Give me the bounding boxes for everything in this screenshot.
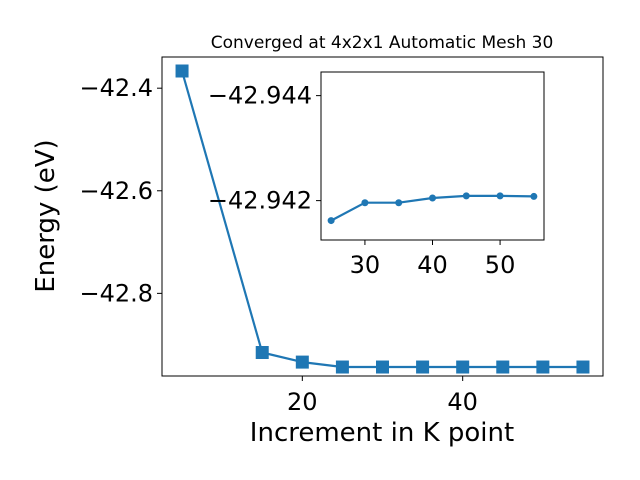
data-point	[462, 192, 470, 200]
data-point	[361, 199, 369, 207]
chart-title: Converged at 4x2x1 Automatic Mesh 30	[211, 33, 554, 53]
data-point	[395, 199, 403, 207]
data-point	[376, 360, 389, 374]
inset-series	[327, 192, 538, 225]
x-tick-label: 30	[350, 251, 381, 279]
data-point	[335, 360, 349, 374]
inset-background	[321, 72, 544, 240]
data-point	[576, 360, 590, 374]
data-point	[255, 346, 269, 360]
data-point	[456, 360, 470, 374]
y-tick-label: −42.4	[79, 74, 153, 102]
data-point	[429, 194, 436, 202]
main-series	[175, 64, 590, 374]
inset-chart: 30 40 50 −42.944 −42.942	[208, 71, 545, 279]
data-point	[496, 360, 510, 374]
data-point	[295, 355, 309, 369]
x-tick-label: 20	[287, 388, 318, 416]
data-point	[327, 217, 335, 225]
series-line	[180, 70, 583, 369]
inset-ticks: 30 40 50 −42.944 −42.942	[208, 82, 515, 279]
main-plot-frame	[161, 56, 604, 377]
x-axis-label: Increment in K point	[250, 418, 514, 448]
data-point	[530, 192, 538, 200]
x-tick-label: 40	[417, 251, 448, 279]
x-tick-label: 40	[447, 388, 478, 416]
x-tick-label: 50	[485, 251, 516, 279]
data-point	[175, 64, 189, 78]
y-tick-label: −42.8	[79, 279, 153, 307]
y-axis-label: Energy (eV)	[31, 139, 61, 292]
y-tick-label: −42.6	[79, 177, 153, 205]
data-point	[416, 360, 430, 374]
y-tick-label: −42.942	[208, 187, 312, 215]
inset-plot-frame	[320, 71, 545, 241]
main-ticks: 20 40 −42.4 −42.6 −42.8	[79, 74, 478, 416]
data-point	[496, 192, 504, 200]
main-chart: Converged at 4x2x1 Automatic Mesh 30 Inc…	[31, 33, 604, 448]
data-point	[536, 360, 550, 374]
y-tick-label: −42.944	[208, 82, 312, 110]
